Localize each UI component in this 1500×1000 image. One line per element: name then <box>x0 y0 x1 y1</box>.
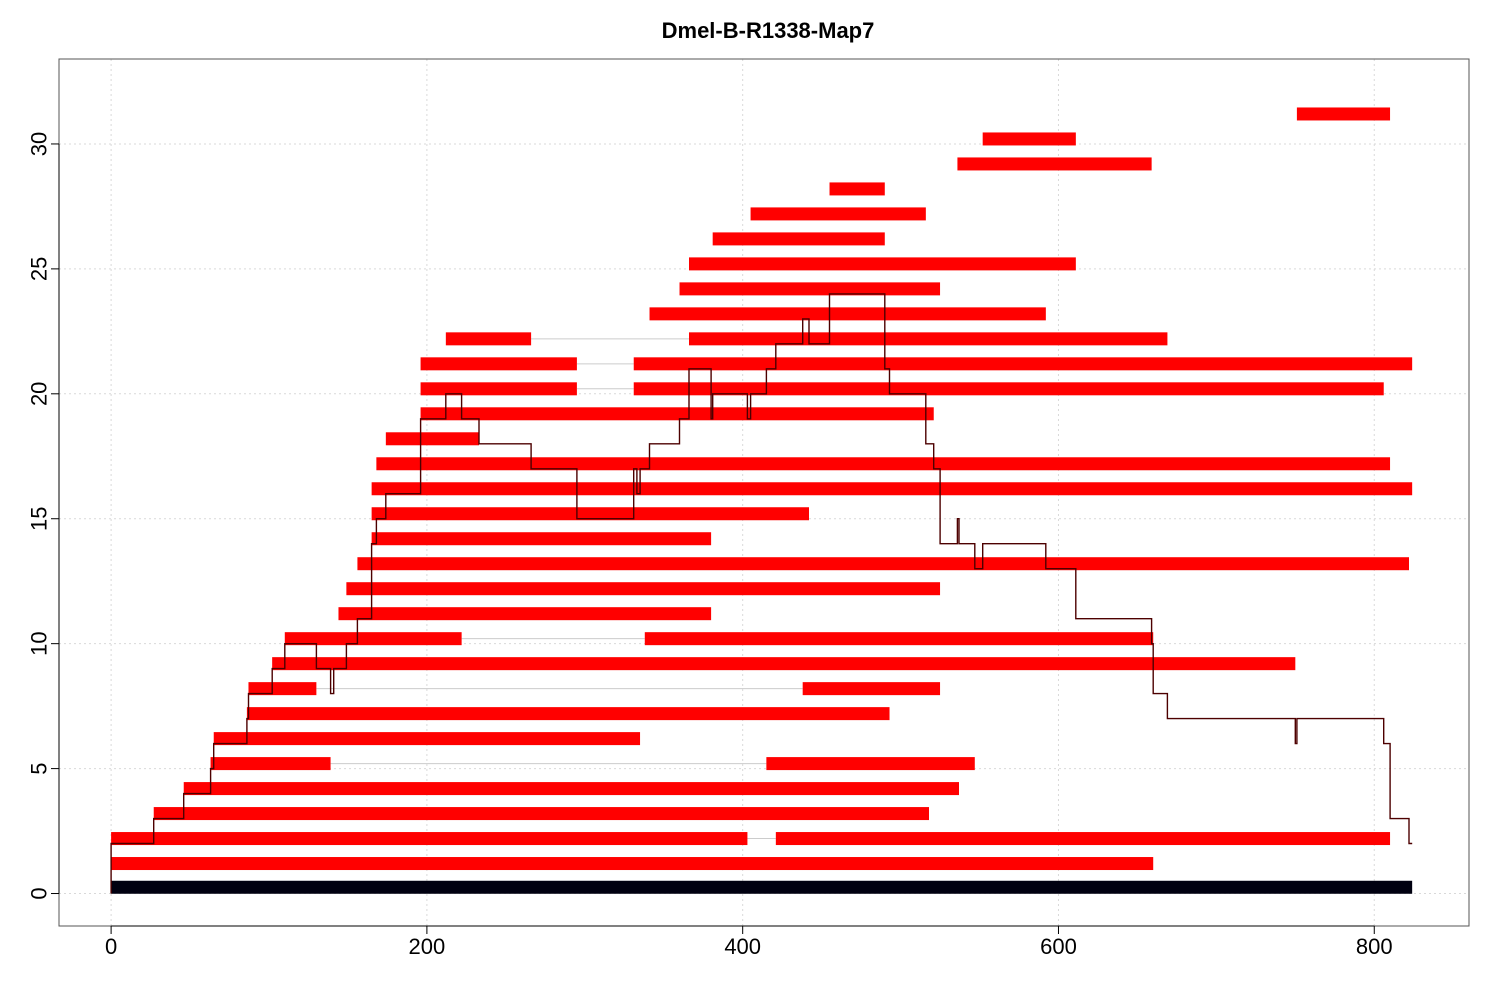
alignment-segment <box>633 357 1413 371</box>
y-tick-label: 30 <box>27 132 52 156</box>
y-tick-label: 15 <box>27 506 52 530</box>
chart-title: Dmel-B-R1338-Map7 <box>662 18 875 43</box>
coverage-line <box>110 293 1413 894</box>
x-tick-label: 400 <box>724 934 761 959</box>
alignment-segment <box>376 457 1391 471</box>
alignment-segment <box>111 857 1154 871</box>
alignment-segment <box>802 682 941 696</box>
alignment-segment <box>1296 107 1391 121</box>
alignment-segment <box>689 257 1076 271</box>
alignment-segment <box>689 332 1168 346</box>
y-tick-label: 10 <box>27 631 52 655</box>
alignment-segment <box>679 282 941 296</box>
alignment-segment <box>213 732 641 746</box>
alignment-segment <box>982 132 1076 146</box>
alignment-segment <box>183 782 960 796</box>
alignment-segments <box>111 107 1413 871</box>
alignment-segment <box>210 757 331 771</box>
alignment-segment <box>371 532 712 546</box>
alignment-segment <box>712 232 885 246</box>
y-tick-label: 25 <box>27 257 52 281</box>
alignment-segment <box>649 307 1046 321</box>
alignment-segment <box>153 807 930 821</box>
y-tick-label: 5 <box>27 762 52 774</box>
y-tick-label: 20 <box>27 382 52 406</box>
coverage-line-path <box>110 293 1413 894</box>
y-tick-label: 0 <box>27 887 52 899</box>
alignment-segment <box>338 607 712 621</box>
y-axis: 0 5 10 15 20 25 30 <box>27 132 60 900</box>
alignment-segment <box>750 207 926 221</box>
alignment-segment <box>111 832 748 846</box>
alignment-segment <box>957 157 1152 171</box>
alignment-segment <box>272 657 1296 671</box>
x-tick-label: 800 <box>1356 934 1393 959</box>
x-tick-label: 200 <box>409 934 446 959</box>
alignment-segment <box>371 507 809 521</box>
alignment-segment <box>346 582 941 596</box>
alignment-segment <box>766 757 975 771</box>
reference-bar <box>111 880 1413 894</box>
alignment-segment <box>246 707 890 721</box>
alignment-segment <box>248 682 317 696</box>
alignment-segment <box>420 382 577 396</box>
reference-map <box>111 880 1413 894</box>
alignment-segment <box>445 332 532 346</box>
x-tick-label: 600 <box>1040 934 1077 959</box>
alignment-segment <box>371 482 1413 496</box>
alignment-segment <box>357 557 1410 571</box>
gap-connectors <box>316 338 803 840</box>
alignment-segment <box>829 182 885 196</box>
alignment-segment <box>775 832 1391 846</box>
alignment-segment <box>420 407 934 421</box>
alignment-segment <box>644 632 1154 646</box>
x-tick-label: 0 <box>105 934 117 959</box>
alignment-segment <box>633 382 1384 396</box>
alignment-segment <box>420 357 577 371</box>
alignment-segment <box>385 432 479 446</box>
x-axis: 0 200 400 600 800 <box>105 925 1393 959</box>
alignment-segment <box>284 632 462 646</box>
